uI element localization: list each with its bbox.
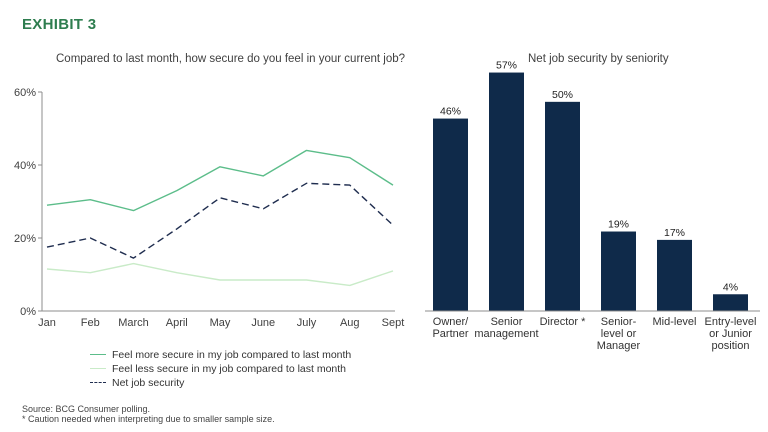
bar-category-label-0-0: Owner/: [433, 316, 469, 328]
bar-data-label-0: 46%: [440, 106, 461, 118]
bar-category-label-3-0: Senior-: [601, 316, 637, 328]
legend-swatch-less-secure: [90, 368, 106, 369]
series-line-net-security: [46, 182, 394, 259]
legend-item-more-secure: Feel more secure in my job compared to l…: [90, 348, 351, 361]
bar-director: [545, 101, 580, 311]
legend-label-more-secure: Feel more secure in my job compared to l…: [112, 348, 352, 361]
bar-category-label-0-1: Partner: [432, 328, 468, 340]
caution-note: * Caution needed when interpreting due t…: [22, 414, 275, 424]
x-tick-label-april: April: [166, 317, 188, 329]
x-tick-label-march: March: [118, 317, 149, 329]
source-note: Source: BCG Consumer polling.: [22, 404, 151, 414]
legend-swatch-net: [90, 382, 106, 383]
x-tick-label-jan: Jan: [38, 317, 56, 329]
y-tick-label-0: 0%: [20, 306, 36, 318]
bar-category-label-3-2: Manager: [597, 340, 641, 352]
x-tick-label-june: June: [251, 317, 275, 329]
bar-senior-management: [489, 72, 524, 311]
x-tick-label-july: July: [297, 317, 317, 329]
bar-owner-partner: [433, 118, 468, 311]
bar-data-label-4: 17%: [664, 227, 685, 239]
x-tick-label-sept: Sept: [382, 317, 405, 329]
legend-item-net: Net job security: [90, 376, 351, 389]
bar-category-label-5-1: or Junior: [709, 328, 752, 340]
legend-label-less-secure: Feel less secure in my job compared to l…: [112, 362, 347, 375]
bar-data-label-3: 19%: [608, 219, 629, 231]
legend-item-less-secure: Feel less secure in my job compared to l…: [90, 362, 351, 375]
x-tick-label-may: May: [210, 317, 231, 329]
legend-swatch-more-secure: [90, 354, 106, 355]
x-tick-label-feb: Feb: [81, 317, 100, 329]
bar-senior-level-or-manager: [601, 231, 636, 311]
bar-category-label-5-0: Entry-level: [705, 316, 757, 328]
bar-category-label-2-0: Director *: [540, 316, 587, 328]
exhibit-label: EXHIBIT 3: [22, 16, 97, 33]
bar-category-label-4-0: Mid-level: [652, 316, 696, 328]
y-tick-label-40: 40%: [14, 160, 36, 172]
line-chart-title: Compared to last month, how secure do yo…: [56, 53, 406, 65]
y-tick-label-20: 20%: [14, 233, 36, 245]
bar-data-label-1: 57%: [496, 60, 517, 72]
legend-label-net: Net job security: [112, 376, 185, 389]
bar-mid-level: [657, 239, 692, 311]
bar-category-label-1-0: Senior: [491, 316, 523, 328]
line-chart-legend: Feel more secure in my job compared to l…: [90, 348, 351, 390]
bar-category-label-3-1: level or: [601, 328, 637, 340]
y-tick-label-60: 60%: [14, 87, 36, 99]
bar-category-label-1-1: management: [474, 328, 538, 340]
series-line-more-secure: [46, 149, 394, 212]
bar-category-label-5-2: position: [712, 340, 750, 352]
bar-chart-title: Net job security by seniority: [528, 53, 669, 65]
bar-data-label-5: 4%: [723, 281, 738, 293]
bar-entry-level-or-junior-position: [713, 294, 748, 311]
series-line-less-secure: [46, 262, 394, 287]
bar-data-label-2: 50%: [552, 89, 573, 101]
x-tick-label-aug: Aug: [340, 317, 360, 329]
